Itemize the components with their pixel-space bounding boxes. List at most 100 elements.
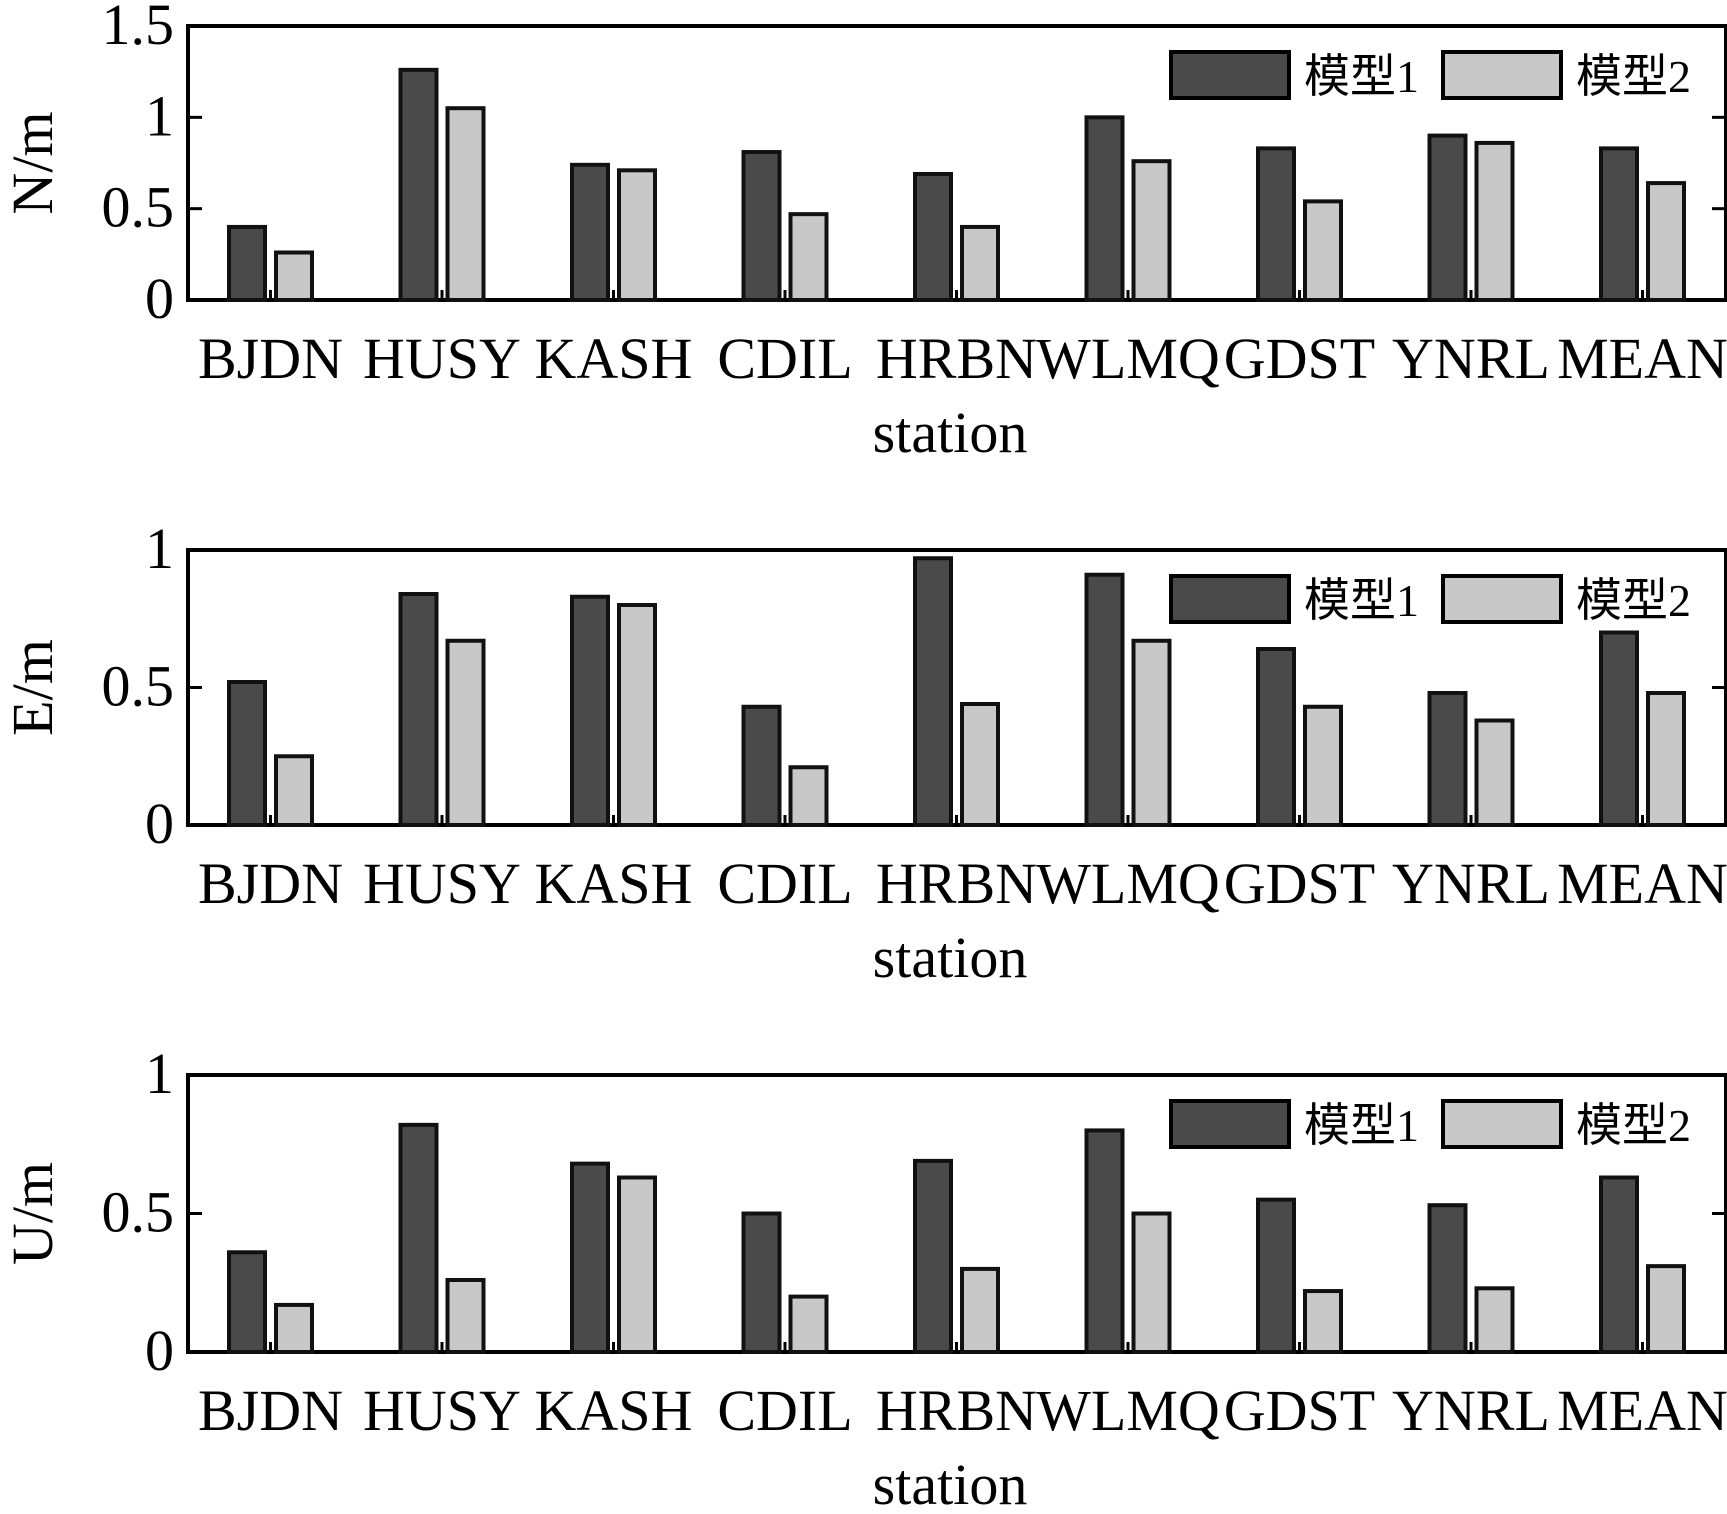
y-tick-label: 0	[145, 266, 174, 331]
bar-bjdn-series-2	[274, 754, 314, 827]
x-tick-label: HUSY	[363, 326, 521, 391]
bar-bjdn-series-1	[227, 224, 267, 302]
y-axis-label: U/m	[0, 1162, 65, 1265]
x-tick-label: YNRL	[1392, 851, 1550, 916]
x-tick-label: MEAN	[1557, 326, 1727, 391]
bar-ynrl-series-2	[1474, 1286, 1515, 1355]
x-tick-label: GDST	[1224, 851, 1375, 916]
bar-hrbn-series-2	[960, 702, 1000, 827]
x-tick-label: HUSY	[363, 851, 521, 916]
legend-swatch-2	[1441, 574, 1563, 624]
x-tick-label: HRBN	[876, 1378, 1037, 1443]
bar-wlmq-series-2	[1131, 1211, 1172, 1354]
bar-gdst-series-2	[1303, 199, 1343, 302]
bar-cdil-series-2	[788, 765, 829, 827]
bar-mean-series-2	[1646, 181, 1686, 303]
y-tick-label: 1	[145, 1041, 174, 1106]
legend-label-1: 模型1	[1304, 1100, 1419, 1151]
bar-gdst-series-1	[1256, 647, 1296, 827]
legend-label-2: 模型2	[1576, 1100, 1691, 1151]
x-tick-label: WLMQ	[1036, 1378, 1220, 1443]
y-tick-label: 1	[145, 516, 174, 581]
x-tick-label: YNRL	[1392, 1378, 1550, 1443]
bar-wlmq-series-1	[1084, 115, 1125, 303]
bar-wlmq-series-1	[1084, 572, 1125, 827]
y-axis-label: N/m	[0, 111, 65, 214]
panel-1: 0 0.5 1 1.5 BJDN HUSY KASH CDIL HRBN WLMQ GDST YNRL…	[0, 0, 1727, 465]
legend-label-2: 模型2	[1576, 51, 1691, 102]
bar-wlmq-series-1	[1084, 1128, 1125, 1355]
legend-swatch-1	[1169, 1099, 1291, 1149]
bar-gdst-series-2	[1303, 704, 1343, 827]
bar-ynrl-series-2	[1474, 718, 1515, 827]
legend-label-1: 模型1	[1304, 51, 1419, 102]
bar-kash-series-2	[617, 168, 657, 302]
legend-swatch-2	[1441, 50, 1563, 100]
x-tick-label: GDST	[1224, 1378, 1375, 1443]
x-tick-label: WLMQ	[1036, 851, 1220, 916]
bar-husy-series-1	[398, 67, 439, 302]
bar-hrbn-series-2	[960, 224, 1000, 302]
x-tick-label: HUSY	[363, 1378, 521, 1443]
bar-gdst-series-1	[1256, 1197, 1296, 1355]
legend: 模型1 模型2	[1169, 574, 1691, 626]
legend-swatch-1	[1169, 50, 1291, 100]
x-tick-label: CDIL	[717, 326, 852, 391]
bar-ynrl-series-1	[1427, 691, 1468, 827]
legend-swatch-2	[1441, 1099, 1563, 1149]
bar-kash-series-2	[617, 603, 657, 827]
legend-swatch-1	[1169, 574, 1291, 624]
bar-cdil-series-1	[741, 1211, 782, 1354]
bar-wlmq-series-2	[1131, 638, 1172, 827]
x-tick-label: GDST	[1224, 326, 1375, 391]
bar-cdil-series-2	[788, 1294, 829, 1354]
x-tick-label: CDIL	[717, 851, 852, 916]
bar-mean-series-1	[1599, 146, 1639, 302]
bar-kash-series-1	[570, 162, 610, 302]
y-tick-label: 1.5	[102, 0, 175, 57]
bar-cdil-series-1	[741, 704, 782, 827]
bar-bjdn-series-2	[274, 1302, 314, 1355]
y-axis-label: E/m	[0, 639, 65, 736]
bar-kash-series-2	[617, 1175, 657, 1354]
x-tick-label: CDIL	[717, 1378, 852, 1443]
bar-ynrl-series-1	[1427, 133, 1468, 302]
x-tick-label: BJDN	[198, 1378, 343, 1443]
x-tick-label: MEAN	[1557, 851, 1727, 916]
bar-mean-series-2	[1646, 1264, 1686, 1355]
bar-ynrl-series-2	[1474, 140, 1515, 302]
bar-husy-series-2	[445, 1277, 486, 1354]
panel-3: 0 0.5 1 BJDN HUSY KASH CDIL HRBN WLMQ GDST YNRL MEA…	[0, 1041, 1727, 1514]
x-axis-label: station	[873, 925, 1028, 990]
x-axis-label: station	[873, 400, 1028, 465]
legend: 模型1 模型2	[1169, 1099, 1691, 1151]
y-tick-label: 0.5	[102, 654, 175, 719]
bar-gdst-series-2	[1303, 1289, 1343, 1355]
panel-2: 0 0.5 1 BJDN HUSY KASH CDIL HRBN WLMQ GDST YNRL MEA…	[0, 516, 1727, 990]
x-tick-label: KASH	[535, 1378, 693, 1443]
bar-kash-series-1	[570, 594, 610, 827]
bar-husy-series-1	[398, 1122, 439, 1354]
x-tick-label: WLMQ	[1036, 326, 1220, 391]
bar-kash-series-1	[570, 1161, 610, 1355]
y-tick-label: 0	[145, 1318, 174, 1383]
y-tick-label: 0	[145, 791, 174, 856]
bar-cdil-series-1	[741, 150, 782, 302]
bar-mean-series-1	[1599, 630, 1639, 827]
bar-bjdn-series-1	[227, 680, 267, 827]
bar-husy-series-2	[445, 106, 486, 302]
y-tick-label: 0.5	[102, 175, 175, 240]
x-tick-label: BJDN	[198, 326, 343, 391]
bar-ynrl-series-1	[1427, 1203, 1468, 1354]
x-tick-label: KASH	[535, 326, 693, 391]
bar-husy-series-2	[445, 638, 486, 827]
bar-mean-series-1	[1599, 1175, 1639, 1354]
bar-bjdn-series-2	[274, 250, 314, 302]
bar-wlmq-series-2	[1131, 159, 1172, 302]
bar-mean-series-2	[1646, 691, 1686, 827]
y-tick-label: 0.5	[102, 1180, 175, 1245]
x-tick-label: BJDN	[198, 851, 343, 916]
legend-label-1: 模型1	[1304, 575, 1419, 626]
legend-label-2: 模型2	[1576, 575, 1691, 626]
